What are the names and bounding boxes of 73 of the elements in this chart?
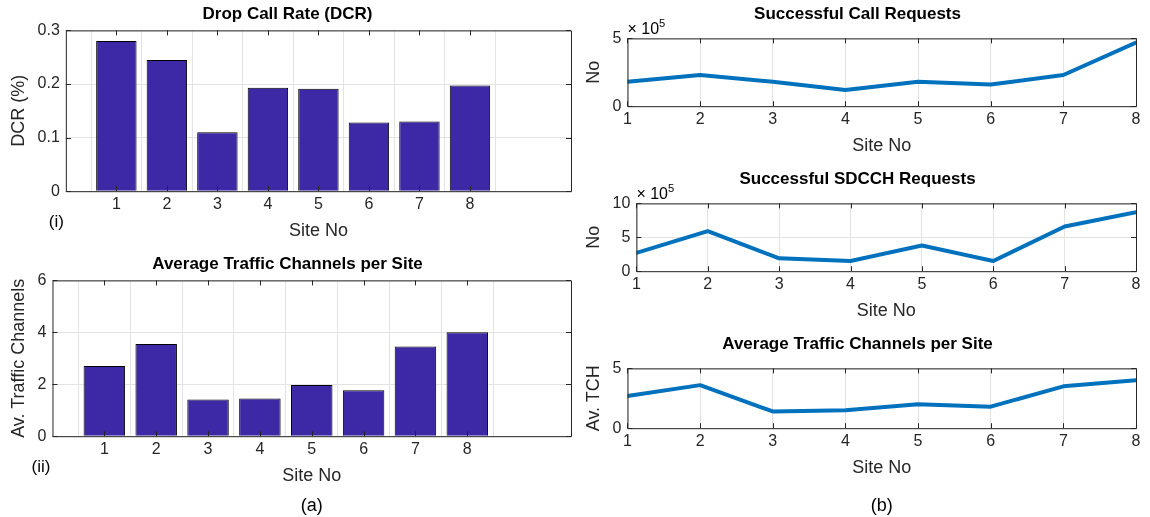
x-tick-label: 7 [411, 440, 420, 458]
x-tick-label: 7 [1060, 275, 1070, 293]
y-tick-label: 0.2 [37, 74, 60, 92]
x-tick-label: 8 [1131, 110, 1141, 128]
x-axis-title: Site No [852, 457, 912, 478]
y-tick-label: 0 [612, 418, 622, 436]
x-tick-label: 2 [695, 432, 705, 450]
x-tick-label: 3 [203, 440, 213, 458]
y-tick-label: 0 [621, 261, 631, 279]
x-tick-label: 7 [415, 195, 424, 213]
x-tick-label: 3 [212, 195, 222, 213]
y-axis-title: DCR (%) [7, 74, 28, 147]
x-tick-label: 3 [774, 275, 784, 293]
x-tick-label: 1 [623, 110, 633, 128]
x-tick-label: 1 [111, 195, 121, 213]
x-tick-label: 6 [986, 432, 996, 450]
x-tick-label: 5 [913, 432, 923, 450]
y-tick-label: 0 [37, 426, 47, 444]
x-tick-label: 4 [263, 195, 273, 213]
chart-title: Average Traffic Channels per Site [152, 253, 423, 273]
x-tick-label: 6 [988, 275, 998, 293]
text: (b) [870, 495, 893, 515]
y-tick-label: 5 [612, 358, 622, 376]
y-tick-label: 4 [37, 322, 47, 340]
x-tick-label: 4 [840, 432, 850, 450]
x-tick-label: 2 [162, 195, 172, 213]
x-tick-label: 8 [1131, 275, 1141, 293]
x-tick-label: 1 [631, 275, 641, 293]
x-axis-title: Site No [856, 300, 916, 321]
x-tick-label: 1 [623, 432, 633, 450]
y-tick-label: 0 [612, 96, 622, 114]
y-axis-title: Av. Traffic Channels [7, 278, 28, 438]
y-tick-label: 0 [50, 181, 60, 199]
y-tick-label: 0.1 [37, 128, 60, 146]
x-tick-label: 4 [846, 275, 856, 293]
text: (i) [48, 212, 64, 232]
x-tick-label: 5 [307, 440, 317, 458]
y-tick-label: 5 [612, 28, 622, 46]
y-tick-label: 10 [612, 193, 631, 211]
chart-title: Average Traffic Channels per Site [722, 333, 993, 353]
y-axis-title: No [582, 60, 603, 84]
y-tick-label: 0.3 [37, 20, 60, 38]
x-tick-label: 2 [151, 440, 161, 458]
chart-title: Drop Call Rate (DCR) [202, 3, 373, 23]
y-tick-label: 5 [621, 227, 631, 245]
x-tick-label: 4 [255, 440, 265, 458]
x-tick-label: 5 [917, 275, 927, 293]
x-axis-title: Site No [288, 220, 348, 241]
text: (ii) [31, 457, 51, 477]
x-tick-label: 3 [768, 432, 778, 450]
x-axis-title: Site No [852, 135, 912, 156]
y-axis-title: Av. TCH [582, 365, 603, 432]
x-tick-label: 5 [913, 110, 923, 128]
text: (a) [300, 495, 323, 515]
chart-title: Successful SDCCH Requests [739, 168, 976, 188]
x-tick-label: 2 [703, 275, 713, 293]
x-tick-label: 5 [313, 195, 323, 213]
x-tick-label: 7 [1058, 110, 1068, 128]
x-tick-label: 2 [695, 110, 705, 128]
x-tick-label: 8 [462, 440, 472, 458]
x-tick-label: 8 [465, 195, 475, 213]
x-tick-label: 8 [1131, 432, 1141, 450]
x-tick-label: 6 [986, 110, 996, 128]
x-tick-label: 6 [364, 195, 374, 213]
x-tick-label: 3 [768, 110, 778, 128]
chart-title: Successful Call Requests [754, 3, 961, 23]
y-axis-title: No [582, 225, 603, 249]
x-tick-label: 1 [99, 440, 109, 458]
y-tick-label: 2 [37, 374, 47, 392]
x-tick-label: 6 [359, 440, 369, 458]
x-axis-title: Site No [282, 465, 342, 486]
x-tick-label: 4 [840, 110, 850, 128]
x-tick-label: 7 [1058, 432, 1068, 450]
